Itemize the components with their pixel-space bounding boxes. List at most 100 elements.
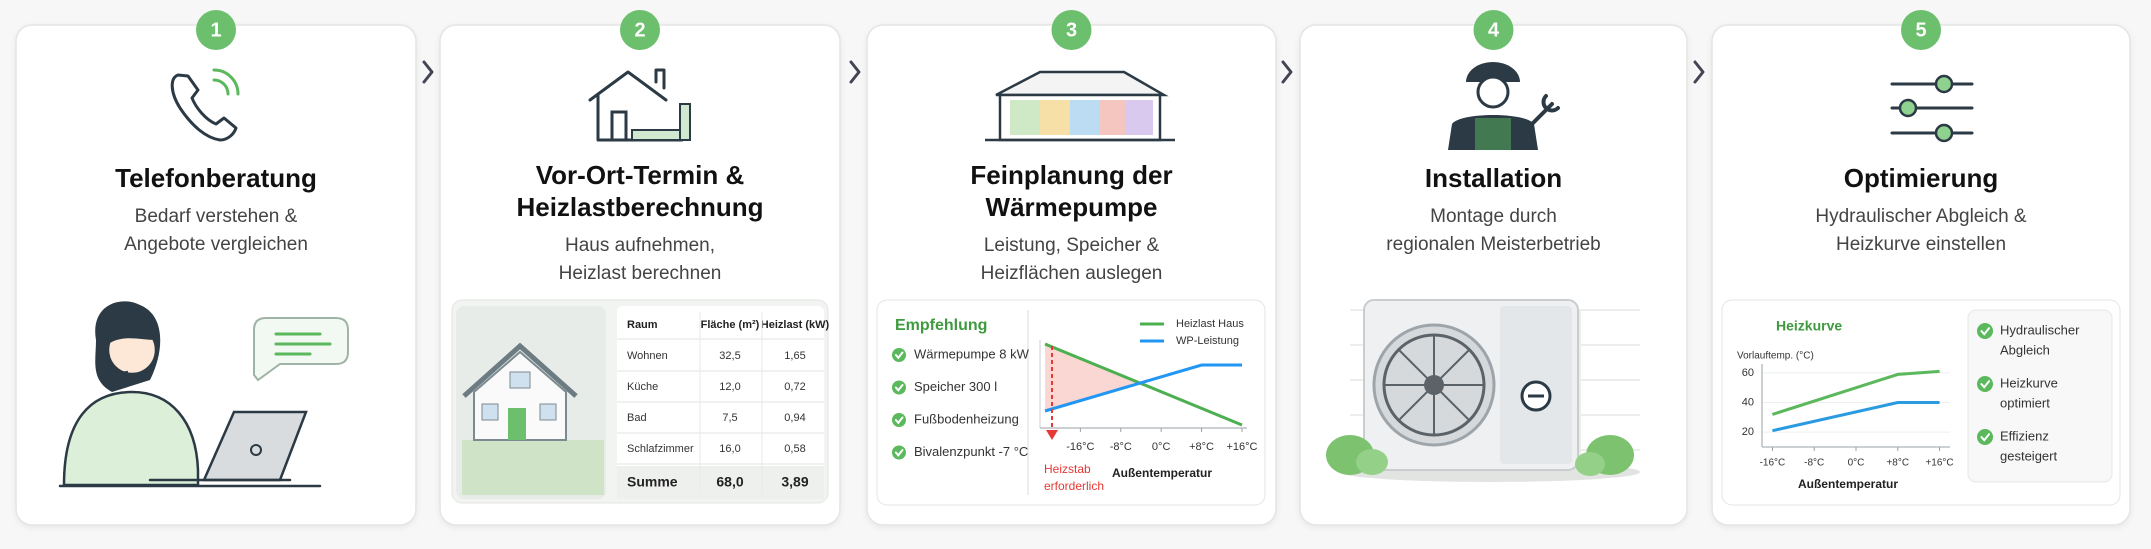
check-mark (1980, 327, 1990, 336)
check-icon (1977, 376, 1993, 392)
table-cell: 1,65 (784, 350, 805, 362)
checklist-item: Abgleich (2000, 342, 2050, 357)
table-cell: 0,72 (784, 381, 805, 393)
legend-label: Heizlast Haus (1176, 318, 1244, 330)
worker-icon (1448, 62, 1560, 150)
x-tick-label: -16°C (1760, 458, 1786, 469)
table-total: 3,89 (781, 474, 808, 490)
step-number: 3 (1066, 19, 1077, 41)
checklist-panel (1967, 309, 2113, 483)
house-plan-icon (985, 70, 1175, 142)
consultant-illustration (58, 301, 349, 488)
table-cell: Wohnen (627, 350, 668, 362)
table-cell: 32,5 (719, 350, 740, 362)
chart-title: Heizkurve (1776, 318, 1842, 334)
phone-icon (170, 68, 240, 142)
step-subtitle: Heizflächen auslegen (981, 263, 1163, 284)
x-tick-label: +16°C (1226, 441, 1257, 453)
checklist-item: Heizkurve (2000, 375, 2058, 390)
step-title: Installation (1425, 163, 1562, 193)
step-badge (1051, 10, 1092, 50)
step-subtitle: Bedarf verstehen & (135, 206, 298, 227)
series-line (1044, 342, 1243, 427)
check-mark (894, 416, 904, 425)
table-cell: 0,94 (784, 412, 805, 424)
table-total: Summe (627, 474, 678, 490)
x-tick-label: 0°C (1152, 441, 1171, 453)
table-header: Fläche (m²) (701, 319, 760, 331)
checklist-item: optimiert (2000, 395, 2050, 410)
x-axis-label: Außentemperatur (1112, 466, 1212, 480)
checklist-item: gesteigert (2000, 448, 2057, 463)
step-title: Heizlastberechnung (516, 192, 763, 222)
step-subtitle: Montage durch (1430, 206, 1557, 227)
planning-heading: Empfehlung (895, 317, 987, 334)
table-cell: 16,0 (719, 443, 740, 455)
check-icon (892, 380, 906, 395)
x-tick-label: -8°C (1110, 441, 1132, 453)
step-title: Feinplanung der (970, 160, 1172, 190)
y-tick-label: 60 (1742, 367, 1754, 379)
legend-label: WP-Leistung (1176, 335, 1239, 347)
step-title: Optimierung (1844, 163, 1999, 193)
planning-item: Speicher 300 l (914, 379, 997, 394)
step-badge (196, 10, 236, 50)
planning-item: Wärmepumpe 8 kW (914, 346, 1030, 361)
check-icon (892, 445, 906, 460)
step-subtitle: regionalen Meisterbetrieb (1386, 234, 1600, 255)
table-cell: 7,5 (722, 412, 737, 424)
check-icon (892, 413, 906, 427)
checklist-item: Hydraulischer (2000, 322, 2080, 337)
series-line (1772, 401, 1940, 433)
step-subtitle: Heizlast berechnen (559, 263, 722, 284)
deficit-area (1045, 344, 1140, 411)
planning-item: Fußbodenheizung (914, 411, 1019, 426)
table-cell: 0,58 (784, 443, 805, 455)
y-tick-label: 40 (1742, 396, 1754, 408)
step-subtitle: Angebote vergleichen (124, 234, 308, 255)
check-mark (894, 351, 904, 360)
step-subtitle: Hydraulischer Abgleich & (1815, 206, 2027, 227)
x-tick-label: 0°C (1848, 458, 1865, 469)
table-cell: Küche (627, 381, 658, 393)
step-badge (1901, 10, 1941, 50)
x-tick-label: -16°C (1066, 441, 1094, 453)
step-subtitle: Heizkurve einstellen (1836, 234, 2006, 255)
chevron (849, 60, 861, 84)
annotation: erforderlich (1044, 479, 1104, 493)
x-axis-label: Außentemperatur (1798, 477, 1898, 491)
check-mark (1980, 433, 1990, 442)
step-number: 5 (1915, 19, 1926, 41)
chevrons (422, 60, 1705, 84)
step-number: 4 (1488, 19, 1500, 41)
table-cell: Bad (627, 412, 647, 424)
step-number: 1 (210, 19, 221, 41)
sliders-icon (1890, 74, 1974, 143)
x-tick-label: +16°C (1925, 458, 1953, 469)
check-icon (892, 348, 906, 362)
y-axis-label: Vorlauftemp. (°C) (1737, 351, 1814, 362)
check-mark (894, 384, 904, 392)
series-line (1044, 363, 1242, 413)
x-tick-label: +8°C (1189, 441, 1214, 453)
table-total: 68,0 (716, 474, 743, 490)
x-tick-label: +8°C (1886, 458, 1909, 469)
step-number: 2 (634, 19, 645, 41)
check-icon (1977, 429, 1993, 445)
series-line (1771, 369, 1940, 416)
step-subtitle: Haus aufnehmen, (565, 235, 715, 256)
step-title: Wärmepumpe (986, 192, 1158, 222)
chevron (1693, 60, 1705, 84)
step-title: Telefonberatung (115, 163, 317, 193)
chevron (1281, 60, 1293, 84)
table-header: Heizlast (kW) (761, 319, 830, 331)
check-icon (1977, 323, 1993, 339)
checklist-item: Effizienz (2000, 428, 2049, 443)
step-badge (620, 10, 660, 50)
table-header: Raum (627, 319, 658, 331)
chevron (422, 60, 434, 84)
table-cell: Schlafzimmer (627, 443, 694, 455)
step-subtitle: Leistung, Speicher & (984, 235, 1160, 256)
table-cell: 12,0 (719, 381, 740, 393)
